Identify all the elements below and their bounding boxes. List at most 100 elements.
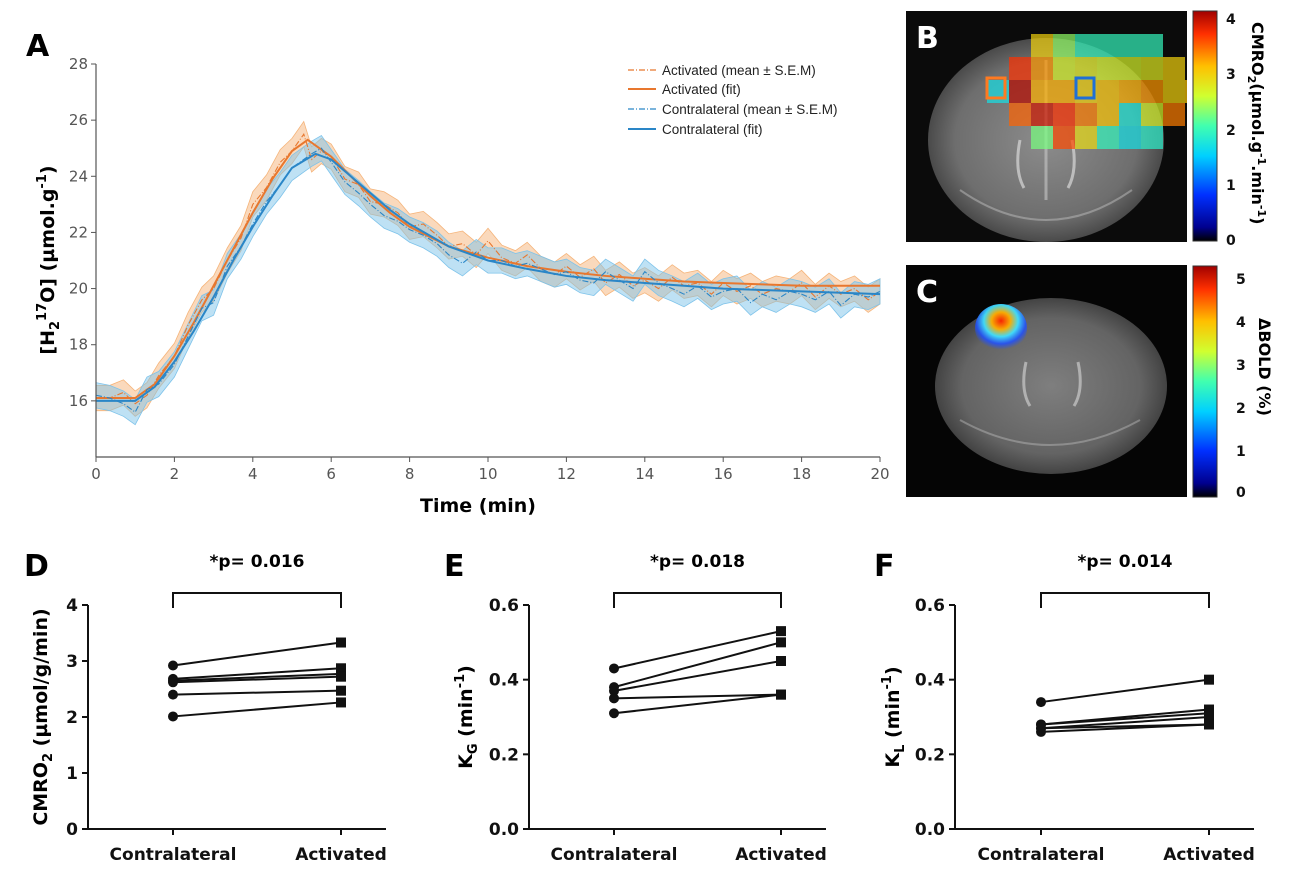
legend-label-activated-fit: Activated (fit) — [662, 82, 741, 97]
b-voxel — [1097, 34, 1119, 57]
a-y-tick-label: 18 — [69, 336, 88, 354]
f-pair-line — [1040, 716, 1210, 730]
d-y-tick-label: 4 — [66, 596, 78, 616]
f-y-tick-label: 0.6 — [915, 596, 945, 616]
d-activated-point — [336, 685, 346, 696]
series-line-contralateral-fit — [96, 152, 881, 402]
d-activated-point — [336, 697, 346, 708]
f-pair-line — [1040, 678, 1210, 704]
c-colorbar-tick-4: 4 — [1236, 315, 1246, 331]
d-y-tick-label: 3 — [66, 652, 78, 672]
d-x-tick-label: Contralateral — [110, 845, 237, 865]
b-colorbar: 4 3 2 1 0 CMRO2(µmol.g-1.min-1) — [1192, 10, 1268, 249]
e-contralateral-point — [609, 663, 619, 674]
d-y-tick-label: 0 — [66, 820, 78, 840]
b-voxel — [1009, 103, 1031, 126]
b-colorbar-tick-4: 4 — [1226, 12, 1236, 28]
legend-label-contralateral-fit: Contralateral (fit) — [662, 122, 763, 137]
a-y-tick-label: 16 — [69, 392, 88, 410]
d-contralateral-point — [168, 660, 178, 671]
panel-letter-c: C — [916, 275, 938, 310]
a-y-ticks: 16 18 20 22 24 26 28 — [69, 55, 96, 410]
a-x-tick-label: 18 — [792, 465, 811, 483]
d-pair-line — [172, 689, 342, 696]
a-x-tick-label: 2 — [170, 465, 180, 483]
e-contralateral-point — [609, 685, 619, 696]
d-activated-point — [336, 663, 346, 674]
b-colorbar-tick-2: 2 — [1226, 123, 1236, 139]
c-colorbar: 5 4 3 2 1 0 ΔBOLD (%) — [1192, 265, 1274, 501]
f-x-tick-label: Activated — [1163, 845, 1255, 865]
b-voxel — [1163, 80, 1185, 103]
b-voxel — [1097, 57, 1119, 80]
e-activated-point — [776, 626, 786, 637]
c-colorbar-tick-1: 1 — [1236, 444, 1246, 460]
e-activated-point — [776, 637, 786, 648]
b-voxel — [1031, 103, 1053, 126]
e-p-value: *p= 0.018 — [650, 552, 745, 572]
b-voxel — [1097, 80, 1119, 103]
d-y-tick-label: 1 — [66, 764, 78, 784]
a-x-tick-label: 4 — [248, 465, 258, 483]
e-y-axis-title: KG (min-1) — [453, 665, 481, 769]
d-x-tick-label: Activated — [295, 845, 387, 865]
b-voxel — [1141, 34, 1163, 57]
b-colorbar-title: CMRO2(µmol.g-1.min-1) — [1245, 22, 1268, 224]
e-y-tick-label: 0.0 — [489, 820, 519, 840]
e-activated-point — [776, 656, 786, 666]
c-ventricle-left — [1022, 361, 1032, 407]
d-pair-line — [172, 667, 342, 680]
a-x-tick-label: 16 — [714, 465, 733, 483]
b-cortex-arc — [959, 189, 1133, 221]
series-line-activated-fit — [96, 138, 880, 400]
panel-letter-a: A — [26, 29, 50, 64]
b-voxel — [1075, 34, 1097, 57]
a-legend: Activated (mean ± S.E.M) Activated (fit)… — [628, 63, 837, 137]
c-colorbar-tick-2: 2 — [1236, 401, 1246, 417]
b-voxel — [1097, 126, 1119, 149]
b-voxel — [1009, 80, 1031, 103]
d-y-axis-title: CMRO2 (µmol/g/min) — [30, 608, 56, 825]
e-y-tick-label: 0.6 — [489, 596, 519, 616]
e-activated-point — [776, 689, 786, 700]
c-colorbar-tick-3: 3 — [1236, 358, 1246, 374]
f-significance-bracket — [1040, 592, 1210, 608]
b-ventricle-left — [1016, 139, 1026, 189]
c-colorbar-tick-0: 0 — [1236, 485, 1246, 501]
d-pair-line — [172, 641, 342, 667]
d-activated-point — [336, 671, 346, 682]
b-voxel — [1119, 57, 1141, 80]
f-y-tick-label: 0.0 — [915, 820, 945, 840]
d-pair-line — [172, 701, 342, 718]
e-pair-line — [613, 660, 782, 692]
b-voxel — [1163, 103, 1185, 126]
d-p-value: *p= 0.016 — [210, 552, 305, 572]
d-y-tick-label: 2 — [66, 708, 78, 728]
b-voxel — [1031, 34, 1053, 57]
b-voxel — [1163, 57, 1185, 80]
b-voxel — [1075, 57, 1097, 80]
d-activated-point — [336, 637, 346, 648]
e-y-tick-label: 0.2 — [489, 745, 519, 765]
e-pair-line — [613, 693, 782, 715]
b-voxel — [1119, 126, 1141, 149]
b-colorbar-tick-1: 1 — [1226, 178, 1236, 194]
b-voxel — [1119, 34, 1141, 57]
f-p-value: *p= 0.014 — [1078, 552, 1173, 572]
a-y-tick-label: 26 — [69, 111, 88, 129]
b-voxel — [1075, 126, 1097, 149]
b-voxel — [1009, 57, 1031, 80]
b-voxel — [1119, 80, 1141, 103]
e-x-tick-label: Activated — [735, 845, 827, 865]
f-pair-line — [1040, 712, 1210, 726]
c-bold-activation-blob — [975, 304, 1027, 352]
f-activated-point — [1204, 674, 1214, 685]
legend-label-activated-mean: Activated (mean ± S.E.M) — [662, 63, 816, 78]
c-colorbar-tick-5: 5 — [1236, 272, 1246, 288]
b-voxel — [1141, 103, 1163, 126]
b-voxel — [1031, 57, 1053, 80]
f-contralateral-point — [1036, 697, 1046, 708]
d-contralateral-point — [168, 711, 178, 722]
